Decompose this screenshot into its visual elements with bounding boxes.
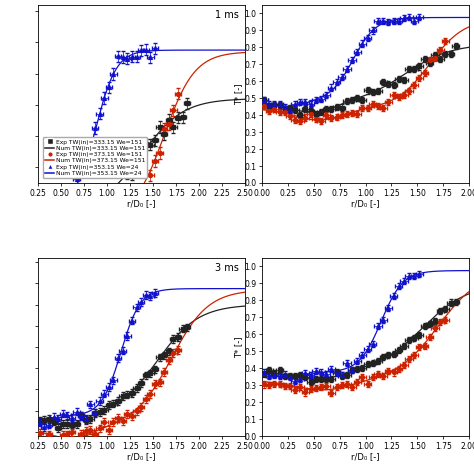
X-axis label: r/D₀ [-]: r/D₀ [-] [128,452,156,461]
Legend: Exp TW(in)=333.15 We=151, Num TW(in)=333.15 We=151, Exp TW(in)=373.15 We=151, Nu: Exp TW(in)=333.15 We=151, Num TW(in)=333… [43,137,147,178]
X-axis label: r/D₀ [-]: r/D₀ [-] [351,199,380,208]
X-axis label: r/D₀ [-]: r/D₀ [-] [351,452,380,461]
X-axis label: r/D₀ [-]: r/D₀ [-] [128,199,156,208]
Y-axis label: T* [-]: T* [-] [234,336,243,358]
Y-axis label: T* [-]: T* [-] [234,83,243,105]
Text: 3 ms: 3 ms [215,263,239,273]
Text: 1 ms: 1 ms [215,10,239,20]
